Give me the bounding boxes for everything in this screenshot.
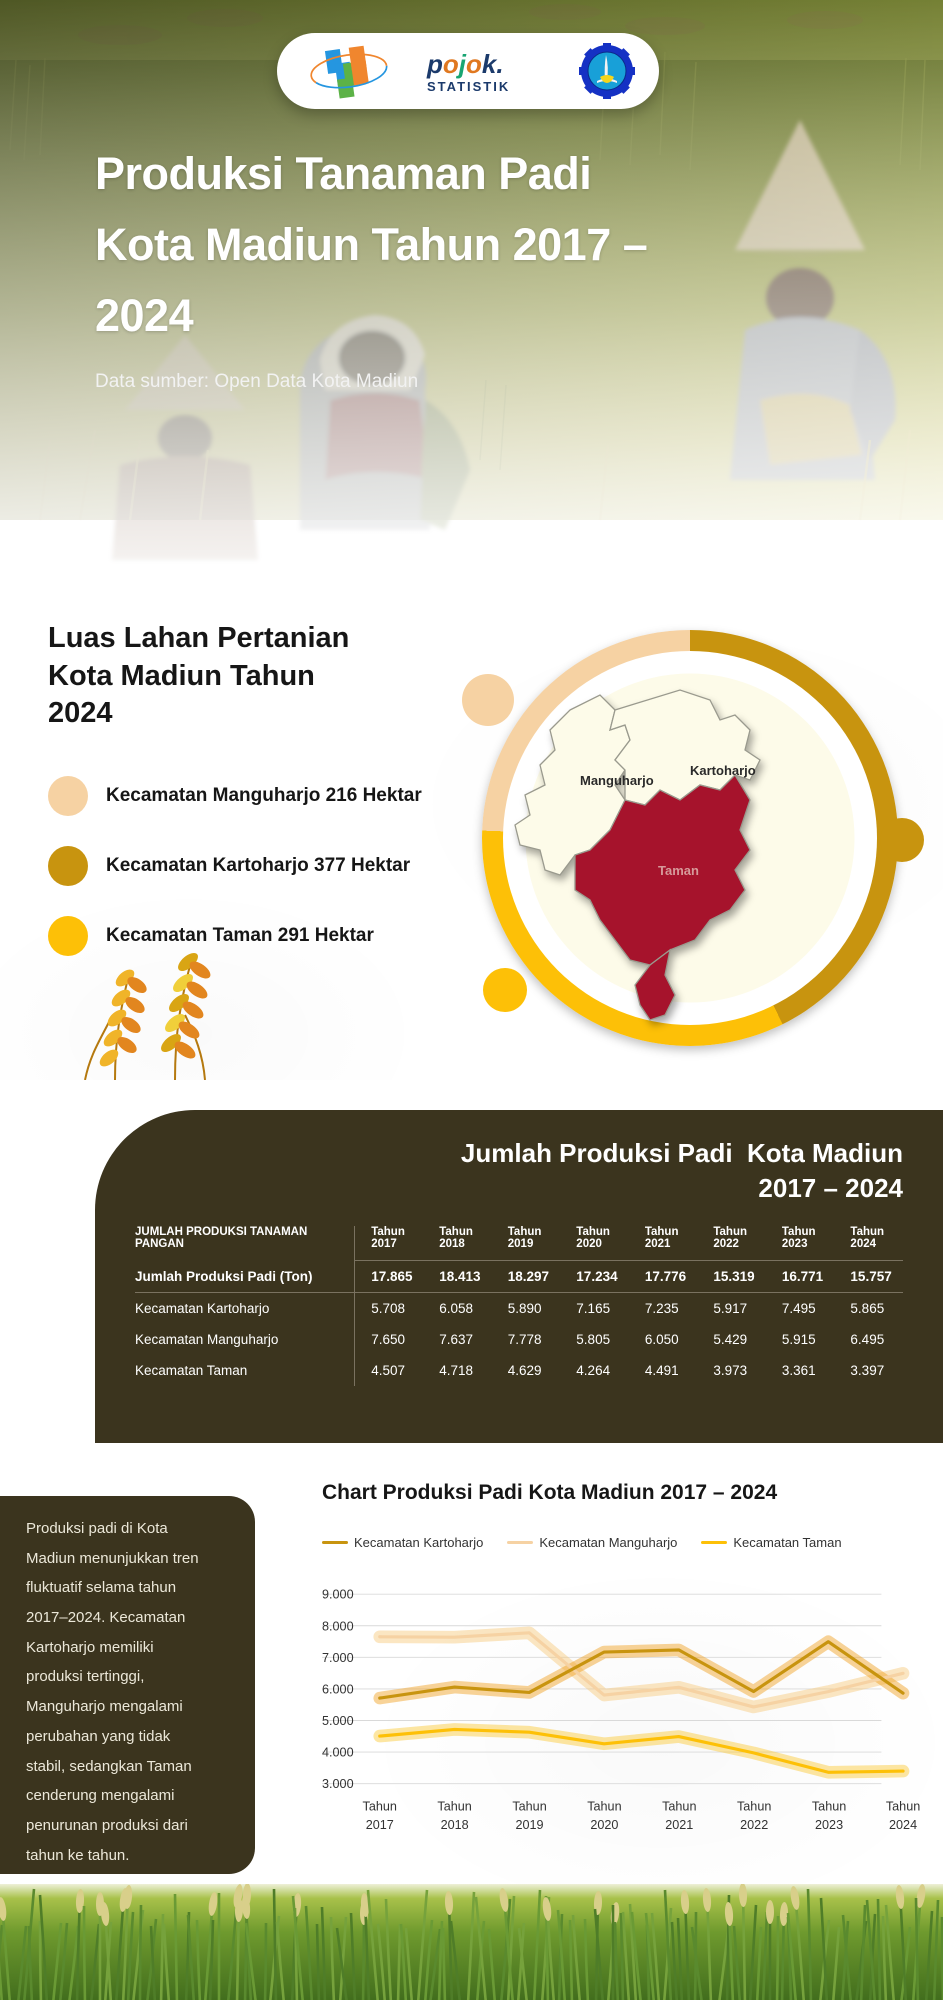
svg-text:Manguharjo: Manguharjo [580,773,654,788]
svg-text:5.000: 5.000 [322,1714,354,1728]
svg-text:Tahun: Tahun [512,1800,546,1814]
svg-text:2021: 2021 [665,1818,693,1832]
svg-text:Tahun: Tahun [363,1800,397,1814]
svg-text:Tahun: Tahun [587,1800,621,1814]
svg-text:9.000: 9.000 [322,1588,354,1602]
svg-text:2023: 2023 [815,1818,843,1832]
svg-text:Tahun: Tahun [737,1800,771,1814]
svg-text:Tahun: Tahun [437,1800,471,1814]
svg-text:6.000: 6.000 [322,1682,354,1696]
svg-text:Kartoharjo: Kartoharjo [690,763,756,778]
svg-text:2022: 2022 [740,1818,768,1832]
svg-text:Tahun: Tahun [662,1800,696,1814]
svg-text:8.000: 8.000 [322,1619,354,1633]
svg-text:2018: 2018 [441,1818,469,1832]
svg-text:2024: 2024 [889,1818,917,1832]
svg-text:2020: 2020 [590,1818,618,1832]
svg-text:4.000: 4.000 [322,1746,354,1760]
svg-text:Tahun: Tahun [886,1800,920,1814]
svg-text:2019: 2019 [515,1818,543,1832]
svg-text:Tahun: Tahun [812,1800,846,1814]
svg-text:2017: 2017 [366,1818,394,1832]
svg-text:STATISTIK: STATISTIK [427,79,510,94]
svg-text:3.000: 3.000 [322,1777,354,1791]
svg-text:Taman: Taman [658,863,699,878]
svg-text:pojok.: pojok. [426,49,504,79]
svg-text:7.000: 7.000 [322,1651,354,1665]
